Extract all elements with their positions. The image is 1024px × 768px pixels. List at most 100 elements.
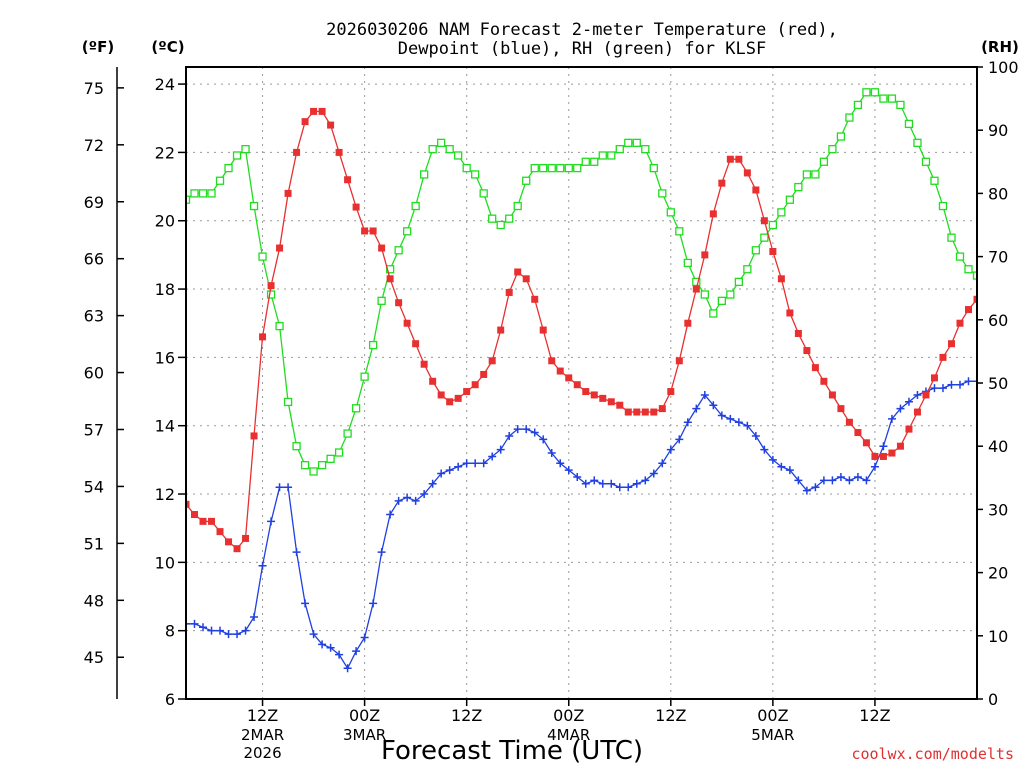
fahrenheit-tick-label: 63	[84, 307, 104, 326]
temperature-point	[862, 439, 870, 447]
rh-point	[215, 176, 225, 185]
temperature-point	[573, 381, 581, 389]
time-date-label: 5MAR	[751, 726, 794, 744]
time-date-label: 2MAR	[241, 726, 284, 744]
temperature-point	[437, 391, 445, 399]
dewpoint-point	[488, 452, 497, 461]
rh-point	[186, 195, 191, 204]
time-date-label: 3MAR	[343, 726, 386, 744]
rh-point	[675, 227, 684, 236]
dewpoint-point	[904, 397, 913, 406]
time-tick-label: 00Z	[553, 706, 584, 725]
rh-point	[845, 113, 854, 122]
rh-tick-label: 60	[988, 311, 1008, 330]
temperature-point	[259, 333, 267, 341]
chart-title-line-1: 2026030206 NAM Forecast 2-meter Temperat…	[326, 20, 838, 40]
rh-point	[207, 189, 216, 198]
rh-point	[913, 138, 922, 147]
temperature-point	[820, 377, 828, 385]
dewpoint-point	[530, 428, 539, 437]
dewpoint-point	[964, 377, 973, 386]
dewpoint-point	[590, 476, 599, 485]
temperature-point	[318, 107, 326, 115]
temperature-point	[335, 148, 343, 156]
dewpoint-point	[462, 459, 471, 468]
rh-point	[360, 372, 369, 381]
rh-point	[598, 151, 607, 160]
temperature-point	[208, 517, 216, 525]
temperature-point	[930, 374, 938, 382]
temperature-point	[786, 309, 794, 317]
rh-point	[513, 201, 522, 211]
rh-point	[819, 157, 829, 166]
grid-lines	[186, 67, 977, 699]
time-tick-label: 12Z	[247, 706, 278, 725]
rh-point	[283, 397, 293, 407]
rh-point	[658, 189, 667, 198]
dewpoint-point	[845, 476, 854, 485]
dewpoint-point	[760, 445, 769, 454]
dewpoint-point	[547, 449, 556, 458]
temperature-point	[199, 517, 207, 525]
rh-axis: 0 10 20 30 40 50 60 70 80 90 100	[977, 58, 1019, 709]
rh-point	[437, 138, 446, 147]
dewpoint-point	[632, 479, 641, 488]
temperature-point	[514, 268, 522, 276]
rh-point	[326, 454, 335, 463]
dewpoint-point	[675, 435, 684, 444]
temperature-point	[463, 388, 471, 396]
temperature-point	[658, 405, 666, 413]
dewpoint-point	[938, 384, 947, 393]
rh-tick-label: 0	[988, 690, 998, 709]
temperature-point	[947, 340, 955, 348]
dewpoint-point	[301, 599, 310, 608]
celsius-tick-label: 20	[155, 212, 175, 231]
temperature-point	[582, 388, 590, 396]
temperature-point	[186, 500, 190, 508]
dewpoint-point	[556, 459, 565, 468]
rh-point	[445, 145, 454, 154]
time-tick-label: 12Z	[655, 706, 686, 725]
temperature-point	[284, 189, 292, 197]
fahrenheit-tick-label: 57	[84, 420, 104, 439]
rh-point	[624, 138, 633, 147]
rh-point	[870, 88, 880, 97]
temperature-point	[216, 528, 224, 536]
temperature-line	[186, 110, 977, 550]
temperature-point	[565, 374, 573, 382]
time-tick-label: 00Z	[349, 706, 380, 725]
time-year-label: 2026	[243, 744, 281, 762]
rh-point	[921, 157, 931, 166]
dewpoint-point	[292, 548, 301, 557]
fahrenheit-tick-label: 72	[84, 136, 104, 155]
rh-point	[241, 145, 250, 154]
temperature-point	[726, 155, 734, 163]
temperature-point	[344, 176, 352, 184]
dewpoint-point	[785, 466, 794, 475]
dewpoint-point	[471, 459, 480, 468]
dewpoint-point	[241, 626, 250, 635]
temperature-point	[828, 391, 836, 399]
dewpoint-point	[692, 404, 701, 413]
temperature-point	[803, 347, 811, 355]
dewpoint-point	[973, 377, 977, 386]
dewpoint-point	[879, 442, 888, 451]
rh-point	[734, 277, 743, 287]
dewpoint-point	[403, 493, 412, 502]
dewpoint-point	[607, 479, 616, 488]
dewpoint-point	[658, 459, 667, 468]
dewpoint-point	[360, 633, 369, 642]
temperature-point	[250, 432, 258, 440]
temperature-point	[361, 227, 369, 235]
temperature-point	[871, 452, 879, 460]
rh-point	[564, 163, 573, 173]
rh-point	[768, 220, 778, 230]
dewpoint-series	[186, 377, 977, 673]
dewpoint-point	[411, 496, 420, 505]
rh-point	[811, 170, 820, 179]
temperature-point	[879, 452, 887, 460]
rh-tick-label: 100	[988, 58, 1019, 77]
celsius-tick-label: 14	[155, 417, 175, 436]
rh-point	[547, 163, 556, 173]
